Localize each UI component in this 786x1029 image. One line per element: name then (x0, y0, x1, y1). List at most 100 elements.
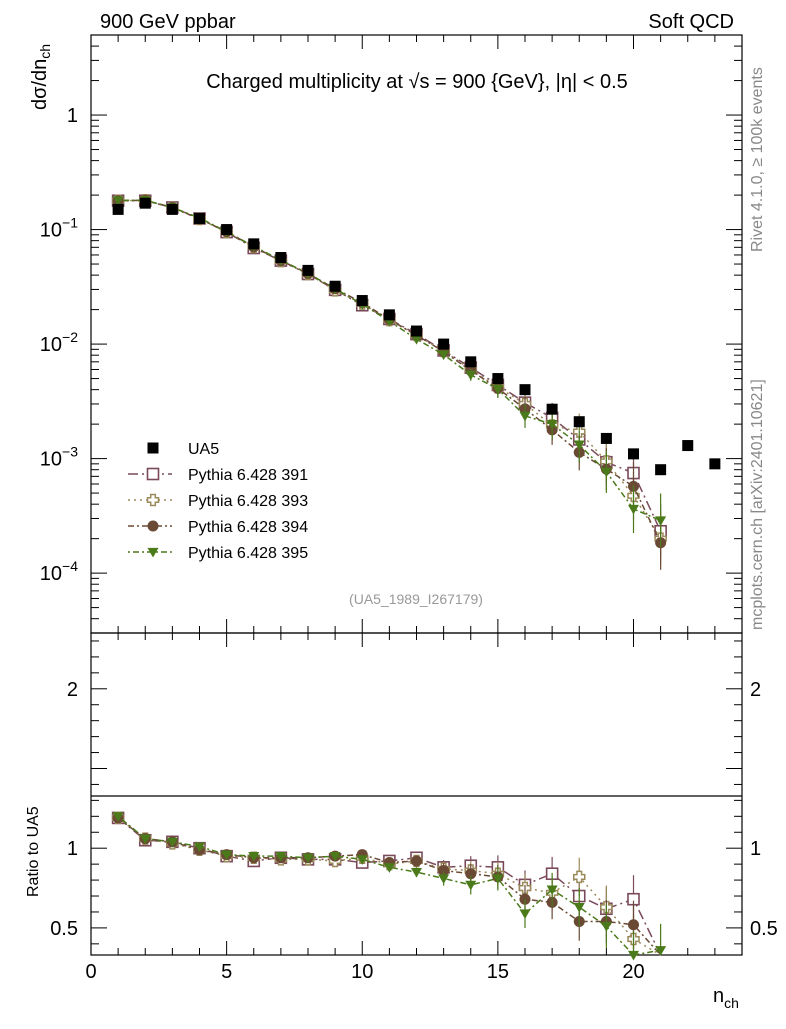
legend-marker (147, 520, 159, 532)
data-point-ua5 (302, 264, 314, 276)
ratio-tick-label: 0.5 (750, 918, 778, 940)
analysis-tag: (UA5_1989_I267179) (349, 591, 483, 607)
ratio-point (465, 868, 477, 880)
data-point-ua5 (546, 403, 558, 415)
ratio-point (411, 855, 422, 867)
data-point-ua5 (139, 197, 151, 209)
legend-label: Pythia 6.428 395 (188, 545, 308, 562)
ratio-plot-frame (90, 632, 743, 956)
ratio-point (275, 852, 287, 862)
legend-label-ua5: UA5 (188, 441, 219, 458)
x-axis-title: nch (713, 985, 739, 1011)
data-point-ua5 (573, 416, 585, 428)
series-point (438, 350, 450, 361)
ratio-tick-label: 1 (67, 838, 78, 860)
data-layer (112, 197, 721, 476)
ratio-point (112, 812, 124, 822)
ratio-series-1 (111, 811, 662, 956)
data-point-ua5 (112, 203, 124, 215)
data-point-ua5 (248, 238, 260, 250)
ratio-point (573, 870, 586, 884)
x-tick-label: 10 (351, 961, 373, 983)
ratio-point (492, 874, 504, 884)
ratio-point (519, 909, 531, 920)
data-point-ua5 (329, 280, 341, 292)
series-point (492, 384, 504, 395)
mcplots-label: mcplots.cern.ch [arXiv:2401.10621] (749, 379, 766, 630)
series-layer (111, 194, 667, 570)
ratio-point (438, 874, 450, 884)
data-point-ua5 (411, 325, 422, 337)
x-tick-label: 5 (221, 961, 232, 983)
ratio-line (117, 815, 661, 956)
series-line (118, 199, 662, 544)
legend-label: Pythia 6.428 393 (188, 493, 308, 510)
ratio-point (248, 852, 260, 862)
legend-marker (146, 467, 160, 481)
y-axis-title: dσ/dnch (29, 44, 53, 110)
legend: UA5 Pythia 6.428 391 Pythia 6.428 393 Pythi… (128, 441, 308, 562)
y-tick-label: 10−1 (40, 215, 78, 242)
ratio-layer (111, 811, 667, 961)
y-tick-label: 10−3 (40, 444, 78, 471)
header-right: Soft QCD (648, 11, 734, 33)
series-3 (112, 194, 667, 570)
y-tick-label: 10−4 (40, 558, 78, 585)
data-point-ua5 (221, 224, 233, 236)
ratio-point (465, 880, 477, 891)
ratio-point (628, 919, 639, 931)
rivet-label: Rivet 4.1.0, ≥ 100k events (749, 67, 766, 252)
series-point (112, 196, 124, 206)
x-tick-label: 0 (85, 961, 96, 983)
legend-marker (147, 547, 159, 558)
ratio-point (628, 950, 639, 961)
ratio-point (411, 867, 422, 878)
ratio-point (383, 863, 395, 873)
data-point-ua5 (519, 384, 531, 396)
data-point-ua5 (438, 338, 450, 350)
series-point (628, 504, 639, 515)
ratio-tick-label: 2 (750, 679, 761, 701)
ratio-point (329, 852, 341, 862)
ratio-tick-label: 0.5 (50, 918, 78, 940)
x-tick-label: 15 (487, 961, 509, 983)
data-point-ua5 (709, 458, 721, 470)
series-point (465, 370, 477, 381)
ratio-series-4 (112, 812, 667, 961)
data-point-ua5 (356, 295, 368, 307)
y-tick-label: 10−2 (40, 329, 78, 356)
data-point-ua5 (600, 432, 612, 444)
data-point-ua5 (275, 252, 287, 264)
data-point-ua5 (655, 464, 667, 476)
series-point (600, 467, 612, 478)
ratio-point (302, 853, 314, 864)
series-line (118, 199, 662, 540)
ratio-point (655, 946, 667, 956)
ratio-point (221, 850, 233, 861)
data-point-ua5 (492, 373, 504, 385)
legend-label: Pythia 6.428 394 (188, 519, 308, 536)
series-2 (111, 194, 667, 566)
ratio-axis-title: Ratio to UA5 (25, 806, 42, 897)
legend-marker (146, 493, 160, 507)
ratio-point (600, 922, 612, 932)
ratio-point (356, 855, 368, 865)
series-point (411, 334, 422, 345)
data-point-ua5 (194, 212, 205, 224)
ratio-point (573, 903, 585, 913)
ratio-tick-label: 1 (750, 838, 761, 860)
data-point-ua5 (682, 440, 694, 452)
legend-label: Pythia 6.428 391 (188, 467, 308, 484)
series-point (655, 516, 667, 527)
ratio-point (546, 885, 558, 896)
series-point (519, 411, 531, 422)
data-point-ua5 (465, 356, 477, 368)
ticks-layer: 0 5 10 15 20 10−4 10−3 10−2 10−1 1 0.5 0.5 1 1 2 2 (40, 34, 778, 983)
data-point-ua5 (383, 309, 395, 321)
data-point-ua5 (628, 448, 639, 460)
chart-title: Charged multiplicity at √s = 900 {GeV}, … (206, 71, 628, 93)
ratio-series-2 (111, 811, 662, 956)
ratio-point (194, 842, 205, 853)
header-left: 900 GeV ppbar (100, 11, 236, 33)
